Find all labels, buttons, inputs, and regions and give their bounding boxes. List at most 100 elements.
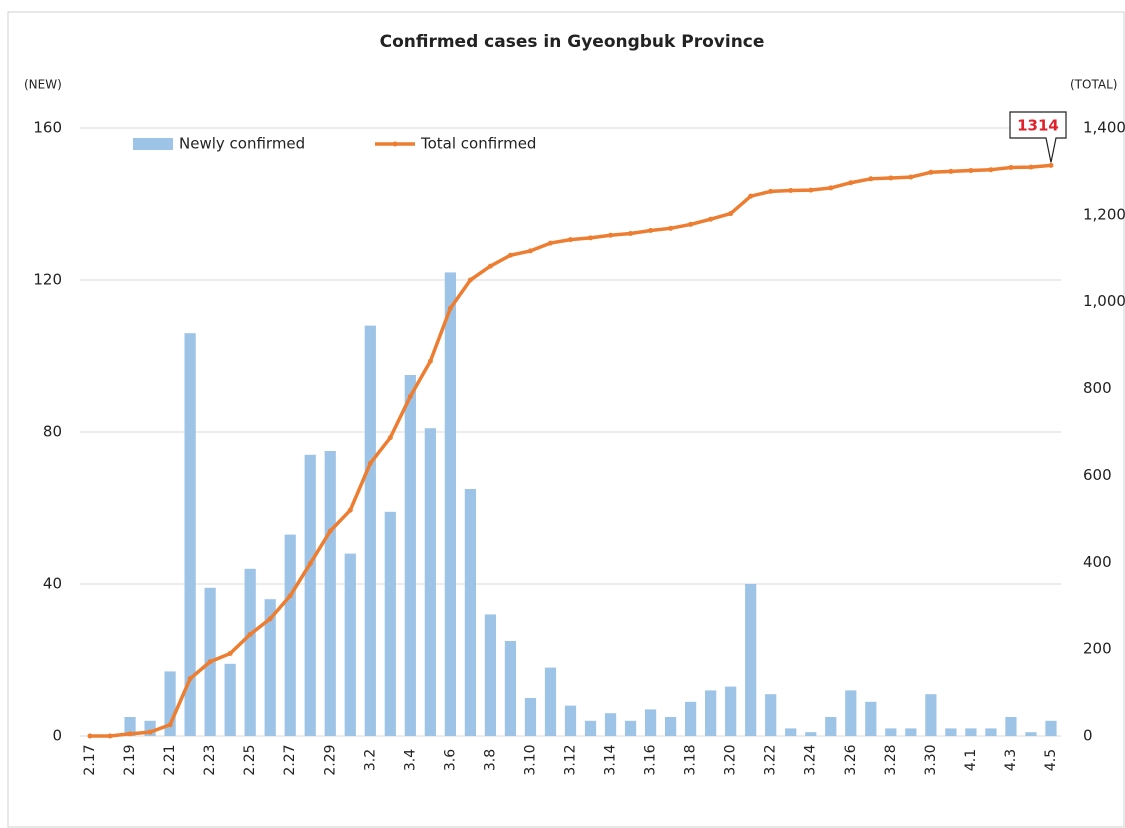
bar	[885, 728, 897, 736]
legend-label: Newly confirmed	[179, 135, 305, 153]
y-tick-label: 120	[33, 271, 62, 289]
line-point	[187, 676, 193, 682]
bar	[945, 728, 957, 736]
line-point	[487, 263, 493, 269]
x-tick-label: 2.27	[282, 744, 298, 775]
x-tick-label: 3.30	[923, 744, 939, 775]
x-tick-label: 3.26	[843, 744, 859, 775]
line-point	[848, 180, 854, 186]
line-point	[427, 358, 433, 364]
line-point	[147, 729, 153, 735]
bar	[825, 717, 837, 736]
bar	[845, 690, 857, 736]
annotation: 1314	[1017, 117, 1059, 135]
y2-tick-label: 800	[1083, 379, 1112, 397]
x-tick-label: 3.22	[763, 744, 779, 775]
bar	[144, 720, 156, 736]
bar	[164, 671, 176, 736]
bar	[264, 599, 276, 736]
line-point	[347, 507, 353, 513]
line-point	[568, 237, 573, 243]
line-point	[728, 211, 734, 217]
bar	[685, 701, 697, 736]
legend-label: Total confirmed	[420, 135, 536, 153]
bar	[1005, 717, 1017, 736]
bar	[1025, 732, 1037, 736]
line-point	[227, 650, 233, 656]
line-point	[928, 169, 934, 175]
bar	[484, 614, 497, 736]
y2-tick-label: 600	[1083, 466, 1112, 484]
line-point	[327, 528, 333, 534]
x-tick-label: 3.6	[442, 749, 458, 771]
chart-title: Confirmed cases in Gyeongbuk Province	[380, 32, 765, 52]
line-point	[748, 193, 754, 199]
bar	[504, 641, 517, 736]
line-point	[968, 168, 974, 174]
bar	[244, 568, 256, 736]
x-tick-label: 3.8	[482, 749, 498, 771]
bar	[985, 728, 997, 736]
line-point	[407, 393, 413, 399]
line-point	[367, 460, 373, 466]
bar	[925, 694, 937, 736]
line-point	[247, 631, 253, 637]
bar	[344, 553, 356, 736]
bar	[444, 272, 456, 736]
x-tick-label: 3.20	[723, 744, 739, 775]
bar	[765, 694, 777, 736]
line-point	[127, 731, 133, 737]
line-point	[1028, 164, 1034, 170]
line-point	[527, 248, 533, 254]
y-axis-label: (NEW)	[24, 78, 62, 92]
x-tick-label: 4.3	[1003, 749, 1019, 771]
bar	[785, 728, 797, 736]
line-point	[207, 659, 213, 665]
bar	[124, 717, 136, 736]
bar	[564, 705, 577, 736]
bar	[644, 709, 657, 736]
y-tick-label: 0	[52, 727, 62, 745]
x-tick-label: 3.12	[563, 744, 579, 775]
line-point	[668, 225, 674, 231]
y2-tick-label: 1,000	[1083, 292, 1125, 310]
bar	[224, 663, 236, 736]
annotation-box	[1009, 111, 1067, 163]
line-point	[988, 167, 994, 173]
x-tick-label: 2.23	[202, 744, 218, 775]
line-point	[167, 722, 173, 728]
line-point	[888, 175, 894, 181]
legend-swatch	[133, 138, 173, 150]
x-tick-label: 2.19	[122, 744, 138, 775]
line-point	[1048, 162, 1054, 168]
y-tick-label: 80	[43, 423, 62, 441]
y2-tick-label: 1,200	[1083, 205, 1125, 223]
line-point	[507, 252, 513, 258]
line-point	[868, 176, 874, 182]
x-tick-label: 4.5	[1043, 749, 1059, 771]
y2-axis-label: (TOTAL)	[1070, 78, 1117, 92]
bar	[524, 698, 537, 736]
y-tick-label: 160	[33, 119, 62, 137]
x-tick-label: 2.17	[82, 744, 98, 775]
x-tick-label: 3.2	[362, 749, 378, 771]
legend-swatch	[392, 141, 398, 147]
line-point	[447, 305, 453, 311]
bar	[905, 728, 917, 736]
line-point	[467, 277, 473, 283]
line-point	[808, 187, 814, 193]
bar	[544, 667, 557, 736]
bar	[364, 325, 376, 736]
bar	[805, 732, 817, 736]
x-tick-label: 2.29	[322, 744, 338, 775]
x-tick-label: 3.10	[522, 744, 538, 775]
line-point	[948, 168, 954, 174]
bar	[1045, 720, 1057, 736]
bar	[384, 511, 396, 736]
bar	[664, 717, 677, 736]
line-point	[788, 188, 794, 194]
y-tick-label: 40	[43, 575, 62, 593]
y2-tick-label: 400	[1083, 553, 1112, 571]
x-tick-label: 2.25	[242, 744, 258, 775]
bar	[404, 375, 416, 736]
